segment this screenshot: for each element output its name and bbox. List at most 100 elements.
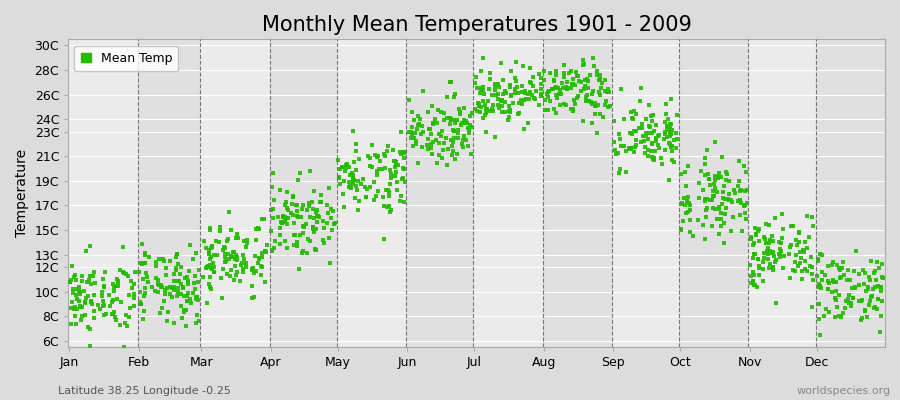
Point bbox=[566, 106, 580, 112]
Point bbox=[609, 150, 624, 157]
Point bbox=[641, 152, 655, 159]
Point bbox=[434, 133, 448, 140]
Point bbox=[675, 200, 689, 206]
Point bbox=[812, 301, 826, 307]
Point bbox=[716, 194, 730, 201]
Point bbox=[405, 124, 419, 130]
Point bbox=[80, 278, 94, 285]
Point bbox=[259, 249, 274, 255]
Point bbox=[711, 204, 725, 210]
Point bbox=[451, 130, 465, 136]
Point bbox=[453, 111, 467, 117]
Point bbox=[376, 194, 391, 200]
Point bbox=[724, 228, 738, 234]
Point bbox=[198, 265, 212, 272]
Point bbox=[296, 223, 310, 230]
Point bbox=[869, 259, 884, 265]
Point bbox=[227, 249, 241, 255]
Point bbox=[686, 233, 700, 240]
Point bbox=[178, 307, 193, 314]
Point bbox=[561, 85, 575, 91]
Point bbox=[425, 103, 439, 109]
Point bbox=[173, 271, 187, 278]
Point bbox=[303, 168, 318, 175]
Point bbox=[848, 284, 862, 290]
Point bbox=[860, 284, 875, 290]
Point bbox=[525, 92, 539, 98]
Point bbox=[855, 297, 869, 303]
Point bbox=[396, 165, 410, 171]
Point bbox=[203, 286, 218, 292]
Point bbox=[383, 181, 398, 187]
Point bbox=[436, 140, 451, 146]
Point bbox=[732, 178, 746, 184]
Point bbox=[292, 266, 307, 272]
Point bbox=[682, 202, 697, 208]
Point bbox=[65, 263, 79, 270]
Point bbox=[580, 76, 594, 82]
Point bbox=[456, 144, 471, 150]
Point bbox=[151, 281, 166, 287]
Point bbox=[638, 144, 652, 150]
Point bbox=[314, 191, 328, 198]
Point bbox=[138, 252, 152, 258]
Point bbox=[482, 70, 497, 76]
Point bbox=[216, 266, 230, 272]
Point bbox=[703, 182, 717, 188]
Point bbox=[757, 255, 771, 261]
Point bbox=[658, 129, 672, 135]
Point bbox=[300, 249, 314, 256]
Point bbox=[825, 276, 840, 283]
Point bbox=[627, 144, 642, 150]
Point bbox=[361, 153, 375, 160]
Point bbox=[473, 90, 488, 97]
Point bbox=[585, 90, 599, 97]
Point bbox=[394, 129, 409, 135]
Point bbox=[839, 298, 853, 304]
Point bbox=[488, 83, 502, 89]
Point bbox=[846, 295, 860, 302]
Point bbox=[212, 239, 226, 246]
Point bbox=[195, 274, 210, 280]
Point bbox=[795, 276, 809, 282]
Point bbox=[662, 140, 676, 146]
Point bbox=[96, 275, 111, 282]
Point bbox=[632, 125, 646, 131]
Point bbox=[482, 98, 496, 104]
Point bbox=[706, 192, 720, 199]
Point bbox=[275, 213, 290, 220]
Point bbox=[445, 143, 459, 150]
Point bbox=[870, 296, 885, 302]
Point bbox=[828, 294, 842, 301]
Point bbox=[78, 248, 93, 254]
Point bbox=[367, 179, 382, 185]
Point bbox=[237, 256, 251, 263]
Point bbox=[777, 253, 791, 259]
Point bbox=[389, 162, 403, 168]
Point bbox=[867, 270, 881, 276]
Point bbox=[120, 312, 134, 318]
Point bbox=[239, 264, 254, 270]
Point bbox=[580, 85, 595, 91]
Bar bbox=[612, 39, 680, 347]
Point bbox=[274, 218, 288, 225]
Point bbox=[728, 190, 742, 196]
Point bbox=[642, 130, 656, 136]
Point bbox=[826, 259, 841, 266]
Point bbox=[260, 241, 274, 248]
Point bbox=[830, 262, 844, 268]
Point bbox=[743, 236, 758, 242]
Point bbox=[168, 265, 183, 272]
Point bbox=[462, 130, 476, 136]
Point bbox=[844, 300, 859, 306]
Point bbox=[240, 240, 255, 246]
Point bbox=[306, 226, 320, 232]
Point bbox=[77, 298, 92, 305]
Point bbox=[643, 102, 657, 108]
Point bbox=[411, 122, 426, 128]
Point bbox=[96, 282, 111, 289]
Point bbox=[716, 154, 730, 160]
Point bbox=[588, 103, 602, 109]
Point bbox=[299, 221, 313, 228]
Point bbox=[636, 138, 651, 144]
